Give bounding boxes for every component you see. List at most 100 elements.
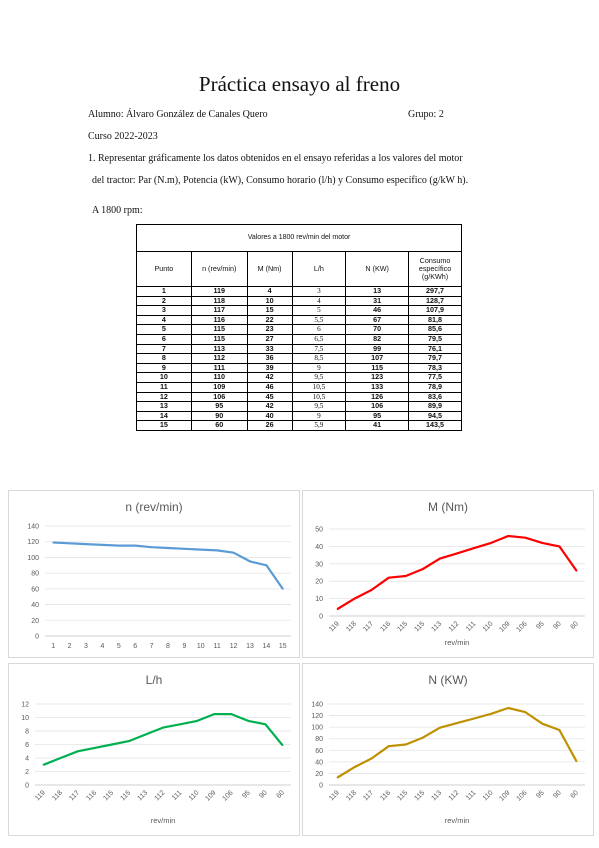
- table-cell: 9: [291, 362, 347, 374]
- chart-m: M (Nm) 0 10 20 30 40 50 119 118 117 116 115 115 113 11…: [302, 490, 594, 658]
- table-cell: 40: [246, 410, 293, 422]
- table-cell: 8: [136, 353, 192, 364]
- group-label: Grupo: 2: [408, 109, 444, 120]
- table-cell: 46: [345, 305, 410, 316]
- student-name: Alumno: Álvaro González de Canales Quero: [88, 109, 268, 120]
- y-tick-label: 0: [35, 634, 39, 641]
- table-header: N (KW): [345, 251, 410, 287]
- data-point: [42, 763, 45, 766]
- table-cell: 119: [190, 286, 248, 297]
- table-cell: 143,5: [408, 420, 462, 431]
- y-tick-label: 0: [319, 614, 323, 621]
- table-cell: 83,6: [408, 391, 462, 403]
- table-cell: 23: [246, 324, 293, 335]
- table-cell: 6: [291, 324, 347, 335]
- data-point: [281, 744, 284, 747]
- data-point: [404, 743, 407, 746]
- table-cell: 13: [136, 401, 192, 412]
- table-cell: 115: [190, 324, 248, 335]
- chart-title: N (KW): [428, 673, 467, 687]
- table-cell: 81,8: [408, 314, 462, 326]
- table-cell: 5: [136, 324, 192, 335]
- table-row: 13 95 42 9,5 106 89,9: [136, 401, 462, 412]
- x-tick-label: 60: [275, 789, 286, 800]
- x-tick-label: 115: [413, 620, 426, 633]
- x-tick-label: 106: [221, 789, 234, 802]
- table-header: Consumo específico (g/KWh): [408, 251, 462, 287]
- table-row: 15 60 26 5,9 41 143,5: [136, 420, 462, 431]
- data-point: [575, 569, 578, 572]
- table-cell: 115: [345, 362, 410, 374]
- data-point: [127, 740, 130, 743]
- table-cell: 110: [190, 372, 248, 383]
- data-point: [145, 733, 147, 736]
- data-point: [281, 587, 284, 590]
- series-line: [43, 712, 284, 766]
- y-tick-label: 20: [315, 579, 323, 586]
- table-cell: 9,5: [291, 372, 347, 383]
- y-tick-label: 140: [27, 524, 39, 531]
- table-cell: 123: [345, 372, 410, 383]
- table-cell: 79,5: [408, 333, 462, 345]
- data-point: [421, 736, 424, 739]
- x-tick-label: 112: [154, 789, 167, 802]
- chart-title: M (Nm): [428, 500, 468, 514]
- x-tick-label: 90: [552, 620, 563, 631]
- x-tick-label: 95: [241, 789, 252, 800]
- table-cell: 45: [246, 391, 293, 403]
- table-cell: 26: [246, 420, 293, 431]
- table-cell: 10: [246, 295, 293, 307]
- data-point: [421, 568, 424, 570]
- table-row: 9 111 39 9 115 78,3: [136, 362, 462, 374]
- y-tick-label: 0: [319, 783, 323, 790]
- data-point: [249, 560, 251, 563]
- x-tick-label: 118: [345, 789, 358, 802]
- y-tick-label: 120: [311, 713, 323, 720]
- table-cell: 5: [291, 305, 347, 316]
- table-cell: 5,9: [291, 420, 347, 431]
- data-point: [59, 757, 62, 759]
- task-text-line1: 1. Representar gráficamente los datos ob…: [88, 153, 463, 164]
- data-point: [336, 776, 339, 779]
- table-cell: 9: [291, 410, 347, 422]
- chart-lh-svg: L/h 0 2 4 6 8 10 12 119 118 117 116 115 115 113 112 111 1…: [21, 673, 291, 825]
- data-point: [387, 745, 390, 748]
- chart-kw-svg: N (KW) 0 20 40 60 80 100 120 140 119 118 117 116 115 1…: [311, 673, 585, 825]
- x-tick-label: 1: [51, 643, 55, 650]
- x-tick-label: 4: [100, 643, 104, 650]
- chart-kw: N (KW) 0 20 40 60 80 100 120 140 119 118 117 116 115 1…: [302, 663, 594, 836]
- y-tick-label: 100: [311, 725, 323, 732]
- data-point: [490, 542, 493, 544]
- course-label: Curso 2022-2023: [88, 131, 158, 142]
- table-cell: 106: [190, 391, 248, 403]
- data-point: [353, 597, 356, 600]
- table-row: 10 110 42 9,5 123 77,5: [136, 372, 462, 383]
- data-point: [68, 542, 71, 545]
- data-point: [216, 549, 219, 552]
- data-point: [370, 757, 373, 760]
- y-tick-label: 40: [315, 759, 323, 766]
- table-cell: 126: [345, 391, 410, 403]
- y-tick-label: 80: [31, 571, 39, 578]
- data-point: [575, 760, 578, 763]
- table-cell: 4: [136, 314, 192, 326]
- table-cell: 128,7: [408, 295, 462, 307]
- table-row: 12 106 45 10,5 126 83,6: [136, 391, 462, 403]
- x-tick-label: 109: [498, 789, 511, 802]
- table-cell: 116: [190, 314, 248, 326]
- table-cell: 8,5: [291, 353, 347, 364]
- table-cell: 41: [345, 420, 410, 431]
- x-tick-label: 118: [51, 789, 64, 802]
- table-cell: 99: [345, 343, 410, 355]
- table-row: 1 119 4 3 13 297,7: [136, 286, 462, 297]
- table-cell: 60: [190, 420, 248, 431]
- y-tick-label: 40: [31, 602, 39, 609]
- data-point: [85, 543, 87, 545]
- table-cell: 111: [190, 362, 248, 374]
- y-tick-label: 40: [315, 544, 323, 551]
- data-point: [558, 545, 561, 548]
- series-line: [53, 541, 284, 590]
- chart-title: L/h: [146, 673, 163, 687]
- y-tick-label: 80: [315, 736, 323, 743]
